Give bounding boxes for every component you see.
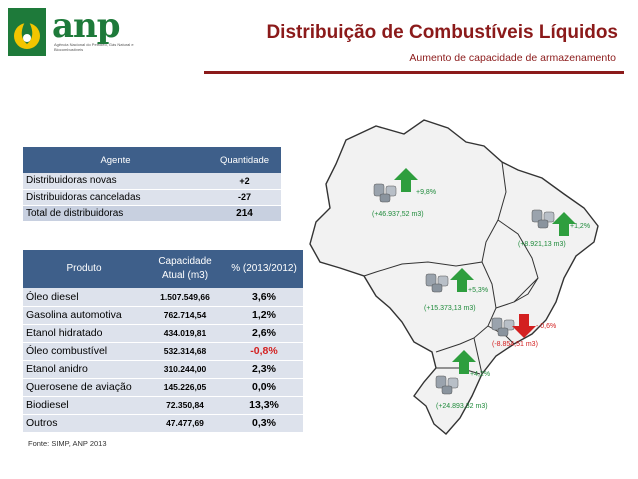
region-marker-sudeste: - 0,6% (-8.854,51 m3) xyxy=(491,314,556,348)
header-quantidade: Quantidade xyxy=(208,147,281,173)
table-row: Etanol hidratado 434.019,81 2,6% xyxy=(23,324,303,343)
product-name: Etanol anidro xyxy=(23,360,145,379)
agents-table: Agente Quantidade Distribuidoras novas +… xyxy=(23,147,281,222)
arrow-up-icon xyxy=(450,268,474,292)
product-pct: 0,3% xyxy=(225,414,303,433)
table-row: Óleo combustível 532.314,68 -0,8% xyxy=(23,342,303,361)
page-title: Distribuição de Combustíveis Líquidos xyxy=(266,22,618,43)
product-capacity: 47.477,69 xyxy=(145,414,225,433)
product-pct: 13,3% xyxy=(225,396,303,415)
region-pct: - 0,6% xyxy=(536,323,556,330)
product-capacity: 72.350,84 xyxy=(145,396,225,415)
anp-drop-icon xyxy=(8,8,46,56)
table-header-row: Agente Quantidade xyxy=(23,147,281,173)
arrow-up-icon xyxy=(394,168,418,192)
arrow-up-icon xyxy=(552,212,576,236)
product-capacity: 434.019,81 xyxy=(145,324,225,343)
agent-label: Distribuidoras canceladas xyxy=(23,189,208,206)
region-volume: (+46.937,52 m3) xyxy=(372,211,424,218)
region-volume: (+24.893,32 m3) xyxy=(436,403,488,410)
table-row: Outros 47.477,69 0,3% xyxy=(23,414,303,433)
brazil-map: +9,8% (+46.937,52 m3) +1,2% (+8.921,13 m… xyxy=(309,119,599,435)
region-pct: +4,2% xyxy=(470,371,490,378)
tanks-icon xyxy=(531,209,555,229)
region-pct: +9,8% xyxy=(416,189,436,196)
table-header-row: Produto Capacidade Atual (m3) % (2013/20… xyxy=(23,250,303,288)
product-pct: 2,6% xyxy=(225,324,303,343)
product-name: Óleo combustível xyxy=(23,342,145,361)
product-capacity: 532.314,68 xyxy=(145,342,225,361)
arrow-down-icon xyxy=(512,314,536,338)
agent-label: Distribuidoras novas xyxy=(23,173,208,190)
region-marker-nordeste: +1,2% (+8.921,13 m3) xyxy=(518,209,590,248)
product-name: Outros xyxy=(23,414,145,433)
products-table: Produto Capacidade Atual (m3) % (2013/20… xyxy=(23,250,303,433)
region-marker-centro-oeste: +5,3% (+15.373,13 m3) xyxy=(424,268,488,312)
product-name: Gasolina automotiva xyxy=(23,306,145,325)
table-row: Etanol anidro 310.244,00 2,3% xyxy=(23,360,303,379)
region-pct: +5,3% xyxy=(468,287,488,294)
product-pct: 2,3% xyxy=(225,360,303,379)
table-row: Biodiesel 72.350,84 13,3% xyxy=(23,396,303,415)
table-row: Distribuidoras novas +2 xyxy=(23,173,281,190)
header-capacidade: Capacidade Atual (m3) xyxy=(145,250,225,288)
table-row: Distribuidoras canceladas -27 xyxy=(23,189,281,206)
region-volume: (+15.373,13 m3) xyxy=(424,305,476,312)
product-name: Etanol hidratado xyxy=(23,324,145,343)
product-capacity: 1.507.549,66 xyxy=(145,288,225,307)
header-produto: Produto xyxy=(23,250,145,288)
product-name: Óleo diesel xyxy=(23,288,145,307)
product-capacity: 762.714,54 xyxy=(145,306,225,325)
table-row-total: Total de distribuidoras 214 xyxy=(23,205,281,222)
header-agente: Agente xyxy=(23,147,208,173)
tanks-icon xyxy=(435,375,459,395)
region-border-nordeste xyxy=(497,219,539,303)
arrow-up-icon xyxy=(452,350,476,374)
region-marker-norte: +9,8% (+46.937,52 m3) xyxy=(372,168,436,218)
logo-text: anp xyxy=(52,6,121,46)
tanks-icon xyxy=(425,273,449,293)
header-percent: % (2013/2012) xyxy=(225,250,303,288)
region-pct: +1,2% xyxy=(570,223,590,230)
agent-label: Total de distribuidoras xyxy=(23,205,208,222)
table-row: Gasolina automotiva 762.714,54 1,2% xyxy=(23,306,303,325)
agent-value: 214 xyxy=(208,205,281,222)
product-pct: 1,2% xyxy=(225,306,303,325)
product-pct: 0,0% xyxy=(225,378,303,397)
table-row: Óleo diesel 1.507.549,66 3,6% xyxy=(23,288,303,307)
region-volume: (-8.854,51 m3) xyxy=(492,341,538,348)
product-name: Biodiesel xyxy=(23,396,145,415)
product-pct: 3,6% xyxy=(225,288,303,307)
tanks-icon xyxy=(373,183,397,203)
page-subtitle: Aumento de capacidade de armazenamento xyxy=(409,52,616,64)
title-rule xyxy=(204,71,624,74)
product-capacity: 145.226,05 xyxy=(145,378,225,397)
agent-value: -27 xyxy=(208,189,281,206)
region-marker-sul: +4,2% (+24.893,32 m3) xyxy=(435,350,490,410)
product-name: Querosene de aviação xyxy=(23,378,145,397)
source-note: Fonte: SIMP, ANP 2013 xyxy=(28,439,107,448)
tanks-icon xyxy=(491,317,515,337)
anp-logo: anp Agência Nacional do Petróleo, Gás Na… xyxy=(8,8,138,58)
agent-value: +2 xyxy=(208,173,281,190)
logo-subtext: Agência Nacional do Petróleo, Gás Natura… xyxy=(54,42,134,52)
region-border-norte xyxy=(363,161,507,277)
product-pct: -0,8% xyxy=(225,342,303,361)
table-row: Querosene de aviação 145.226,05 0,0% xyxy=(23,378,303,397)
product-capacity: 310.244,00 xyxy=(145,360,225,379)
region-volume: (+8.921,13 m3) xyxy=(518,241,566,248)
